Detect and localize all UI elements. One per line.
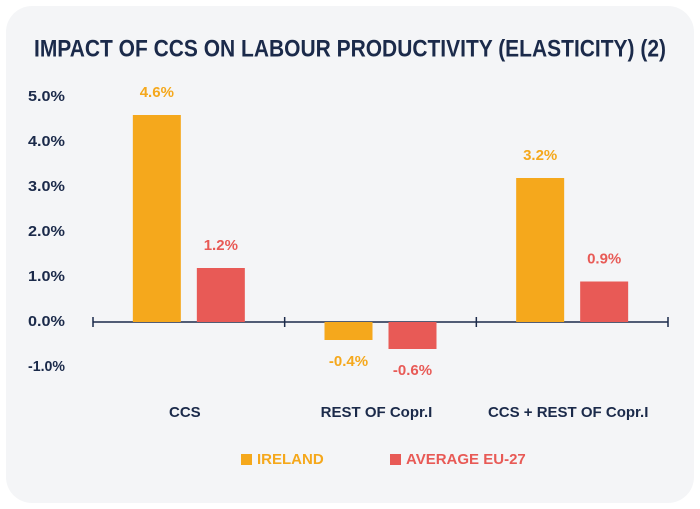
x-tick-label: CCS + REST OF Copr.I [488, 404, 648, 421]
value-label: 3.2% [523, 147, 557, 164]
bar [132, 115, 181, 322]
value-label: 4.6% [140, 84, 174, 101]
y-tick-label: 4.0% [28, 133, 65, 150]
value-label: -0.4% [329, 353, 368, 370]
chart-title: IMPACT OF CCS ON LABOUR PRODUCTIVITY (EL… [34, 35, 666, 62]
value-label: -0.6% [393, 362, 432, 379]
legend-label: IRELAND [257, 451, 324, 468]
bar [388, 322, 437, 349]
legend-label: AVERAGE EU-27 [406, 451, 526, 468]
y-tick-label: 0.0% [28, 313, 65, 330]
y-tick-label: 2.0% [28, 223, 65, 240]
y-tick-label: -1.0% [28, 358, 65, 375]
value-label: 0.9% [587, 250, 621, 267]
y-tick-label: 1.0% [28, 268, 65, 285]
bar [324, 322, 373, 340]
x-tick-label: CCS [169, 404, 201, 421]
bar [516, 178, 565, 322]
bar [196, 268, 245, 322]
legend-swatch [241, 454, 252, 465]
bar [580, 281, 629, 322]
legend-swatch [390, 454, 401, 465]
y-tick-label: 5.0% [28, 88, 65, 105]
value-label: 1.2% [204, 237, 238, 254]
x-tick-label: REST OF Copr.I [321, 404, 433, 421]
y-tick-label: 3.0% [28, 178, 65, 195]
